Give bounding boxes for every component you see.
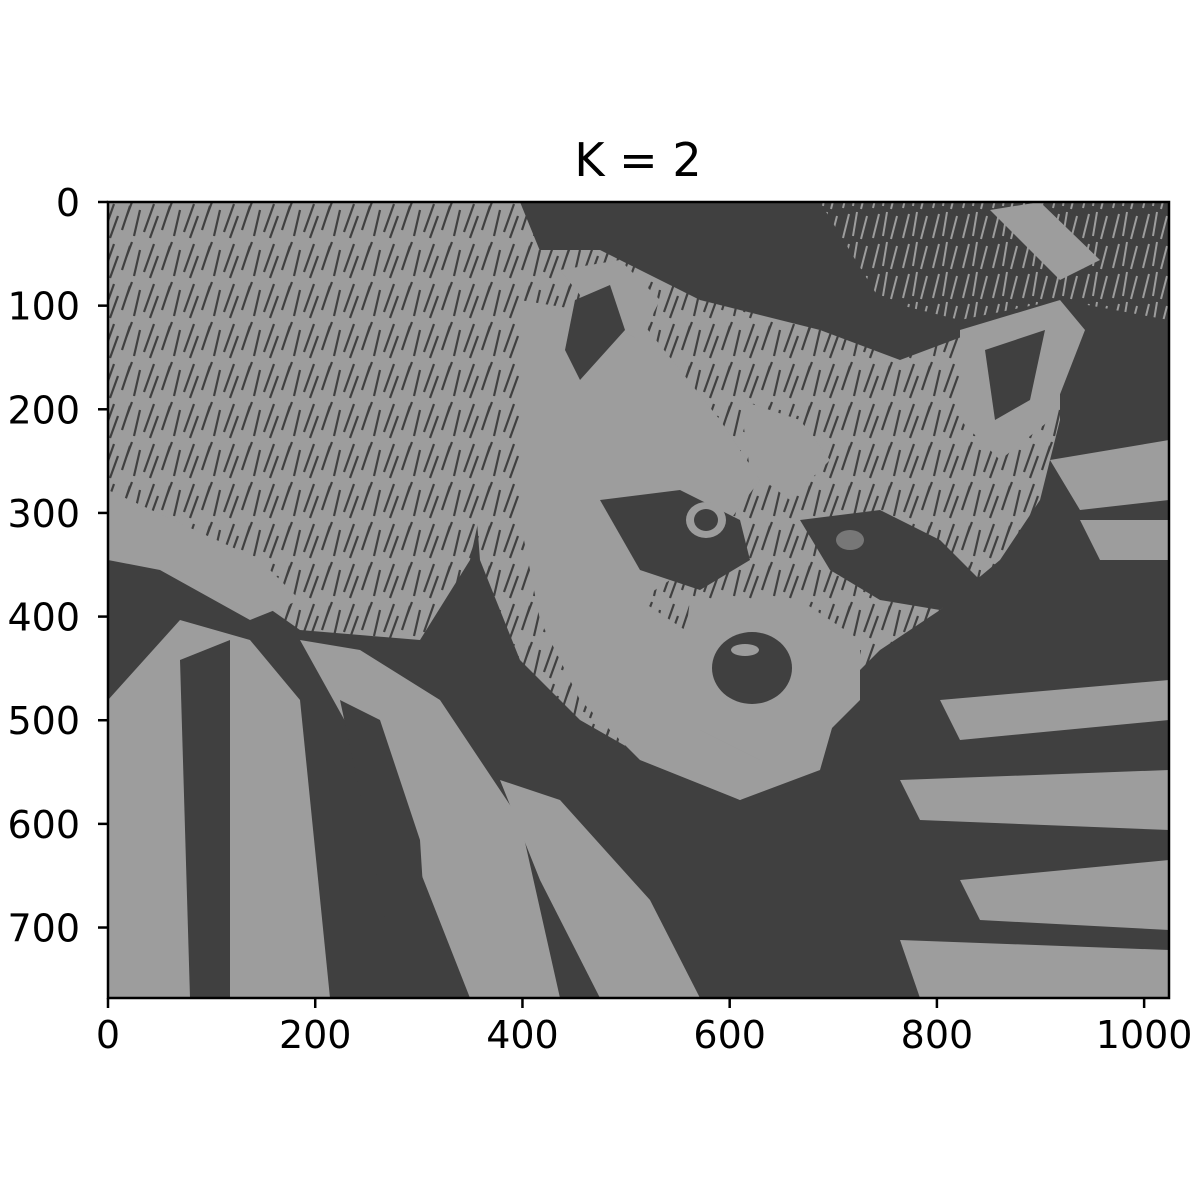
y-tick-label: 700 (7, 907, 80, 951)
y-tick-label: 600 (7, 803, 80, 847)
y-tick-label: 100 (7, 285, 80, 329)
y-tick-label: 500 (7, 699, 80, 743)
x-tick-label: 400 (486, 1013, 559, 1057)
plot-frame (106, 200, 1171, 1000)
x-tick-label: 1000 (1096, 1013, 1193, 1057)
x-tick-label: 200 (279, 1013, 352, 1057)
y-tick-label: 400 (7, 596, 80, 640)
x-tick-label: 600 (693, 1013, 766, 1057)
x-tick-label: 0 (96, 1013, 120, 1057)
x-axis: 0 200 400 600 800 1000 (96, 998, 1193, 1057)
y-axis: 0 100 200 300 400 500 600 700 (7, 181, 108, 951)
chart-title: K = 2 (574, 133, 701, 187)
y-tick-label: 0 (56, 181, 80, 225)
quantized-raccoon-image (108, 202, 1169, 998)
y-tick-label: 200 (7, 388, 80, 432)
y-tick-label: 300 (7, 492, 80, 536)
x-tick-label: 800 (901, 1013, 974, 1057)
